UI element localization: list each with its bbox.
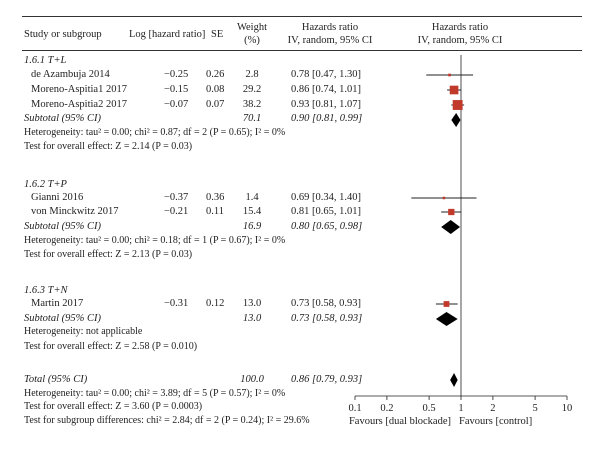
study-ci: 0.78 [0.47, 1.30]	[291, 69, 361, 80]
subtotal-weight: 16.9	[242, 221, 262, 232]
study-weight: 29.2	[242, 84, 262, 95]
study-weight: 1.4	[245, 192, 259, 203]
study-marker	[449, 85, 459, 95]
subtotal-ci: 0.80 [0.65, 0.98]	[291, 221, 363, 232]
study-se: 0.12	[206, 298, 225, 309]
top-rule	[22, 16, 582, 17]
subtotal-diamond	[441, 220, 461, 234]
subtotal-ci: 0.90 [0.81, 0.99]	[291, 113, 363, 124]
study-se: 0.07	[206, 99, 225, 110]
subtotal-diamond	[435, 312, 458, 326]
total-label: Total (95% CI)	[24, 374, 88, 385]
study-loghr: −0.21	[164, 206, 189, 217]
overall-effect-text: Test for overall effect: Z = 2.58 (P = 0…	[24, 341, 198, 352]
heterogeneity-text: Heterogeneity: tau² = 0.00; chi² = 0.18;…	[24, 235, 286, 246]
study-name: Gianni 2016	[31, 192, 84, 203]
subtotal-label: Subtotal (95% CI)	[24, 313, 101, 324]
study-marker	[443, 301, 450, 307]
subgroup-differences-text: Test for subgroup differences: chi² = 2.…	[24, 415, 310, 426]
study-weight: 38.2	[242, 99, 262, 110]
heterogeneity-text: Heterogeneity: not applicable	[24, 326, 143, 337]
overall-effect-text: Test for overall effect: Z = 2.13 (P = 0…	[24, 249, 193, 260]
header-weight-line2: (%)	[244, 35, 260, 46]
x-tick-label: 1	[458, 403, 463, 414]
subtotal-label: Subtotal (95% CI)	[24, 221, 101, 232]
x-axis-ticks: 0.1 0.2 0.5 1 2 5 10	[348, 396, 572, 414]
study-loghr: −0.15	[164, 84, 189, 95]
total-weight: 100.0	[240, 374, 264, 385]
header-plot-line1: Hazards ratio	[431, 22, 489, 33]
header-rule	[22, 50, 582, 51]
subtotal-weight: 13.0	[242, 313, 262, 324]
subtotal-ci: 0.73 [0.58, 0.93]	[291, 313, 363, 324]
total-ci: 0.86 [0.79, 0.93]	[291, 374, 363, 385]
subtotal-label: Subtotal (95% CI)	[24, 113, 101, 124]
study-marker	[452, 100, 463, 110]
group-title: 1.6.1 T+L	[24, 55, 67, 66]
study-weight: 15.4	[242, 206, 262, 217]
header-study: Study or subgroup	[24, 29, 102, 40]
study-marker	[448, 73, 451, 77]
total-diamond	[450, 373, 458, 387]
study-loghr: −0.37	[164, 192, 189, 203]
x-tick-label: 0.1	[348, 403, 361, 414]
favours-left-label: Favours [dual blockade]	[349, 416, 451, 427]
study-loghr: −0.25	[164, 69, 189, 80]
study-ci: 0.69 [0.34, 1.40]	[291, 192, 361, 203]
subtotal-diamond	[451, 113, 461, 127]
x-tick-label: 0.5	[423, 403, 436, 414]
study-weight: 13.0	[242, 298, 262, 309]
study-se: 0.36	[206, 192, 225, 203]
study-markers	[411, 73, 477, 307]
header-hr-line2: IV, random, 95% CI	[287, 35, 373, 46]
study-name: de Azambuja 2014	[31, 69, 110, 80]
x-tick-label: 5	[532, 403, 537, 414]
study-se: 0.08	[206, 84, 225, 95]
summary-diamonds	[435, 113, 461, 387]
study-ci: 0.73 [0.58, 0.93]	[291, 298, 361, 309]
x-tick-label: 10	[562, 403, 573, 414]
subtotal-weight: 70.1	[242, 113, 262, 124]
study-ci: 0.93 [0.81, 1.07]	[291, 99, 361, 110]
study-ci: 0.81 [0.65, 1.01]	[291, 206, 361, 217]
overall-effect-text: Test for overall effect: Z = 2.14 (P = 0…	[24, 141, 193, 152]
header-se: SE	[211, 29, 224, 40]
header-plot-line2: IV, random, 95% CI	[417, 35, 503, 46]
study-name: Moreno-Aspitia1 2017	[31, 84, 127, 95]
study-se: 0.26	[206, 69, 225, 80]
study-name: Moreno-Aspitia2 2017	[31, 99, 127, 110]
study-name: von Minckwitz 2017	[31, 206, 119, 217]
favours-right-label: Favours [control]	[459, 416, 532, 427]
header-hr-line1: Hazards ratio	[301, 22, 359, 33]
study-weight: 2.8	[245, 69, 259, 80]
study-name: Martin 2017	[31, 298, 84, 309]
study-ci: 0.86 [0.74, 1.01]	[291, 84, 361, 95]
study-loghr: −0.07	[164, 99, 189, 110]
study-loghr: −0.31	[164, 298, 189, 309]
header-weight-line1: Weight	[236, 22, 268, 33]
x-tick-label: 2	[490, 403, 495, 414]
x-tick-label: 0.2	[380, 403, 393, 414]
study-se: 0.11	[206, 206, 224, 217]
group-title: 1.6.2 T+P	[24, 179, 67, 190]
heterogeneity-text: Heterogeneity: tau² = 0.00; chi² = 0.87;…	[24, 127, 286, 138]
total-overall-effect-text: Test for overall effect: Z = 3.60 (P = 0…	[24, 401, 203, 412]
study-marker	[448, 208, 455, 216]
study-marker	[442, 196, 446, 200]
header-loghr: Log [hazard ratio]	[129, 29, 206, 40]
group-title: 1.6.3 T+N	[24, 285, 68, 296]
total-heterogeneity-text: Heterogeneity: tau² = 0.00; chi² = 3.89;…	[24, 388, 286, 399]
